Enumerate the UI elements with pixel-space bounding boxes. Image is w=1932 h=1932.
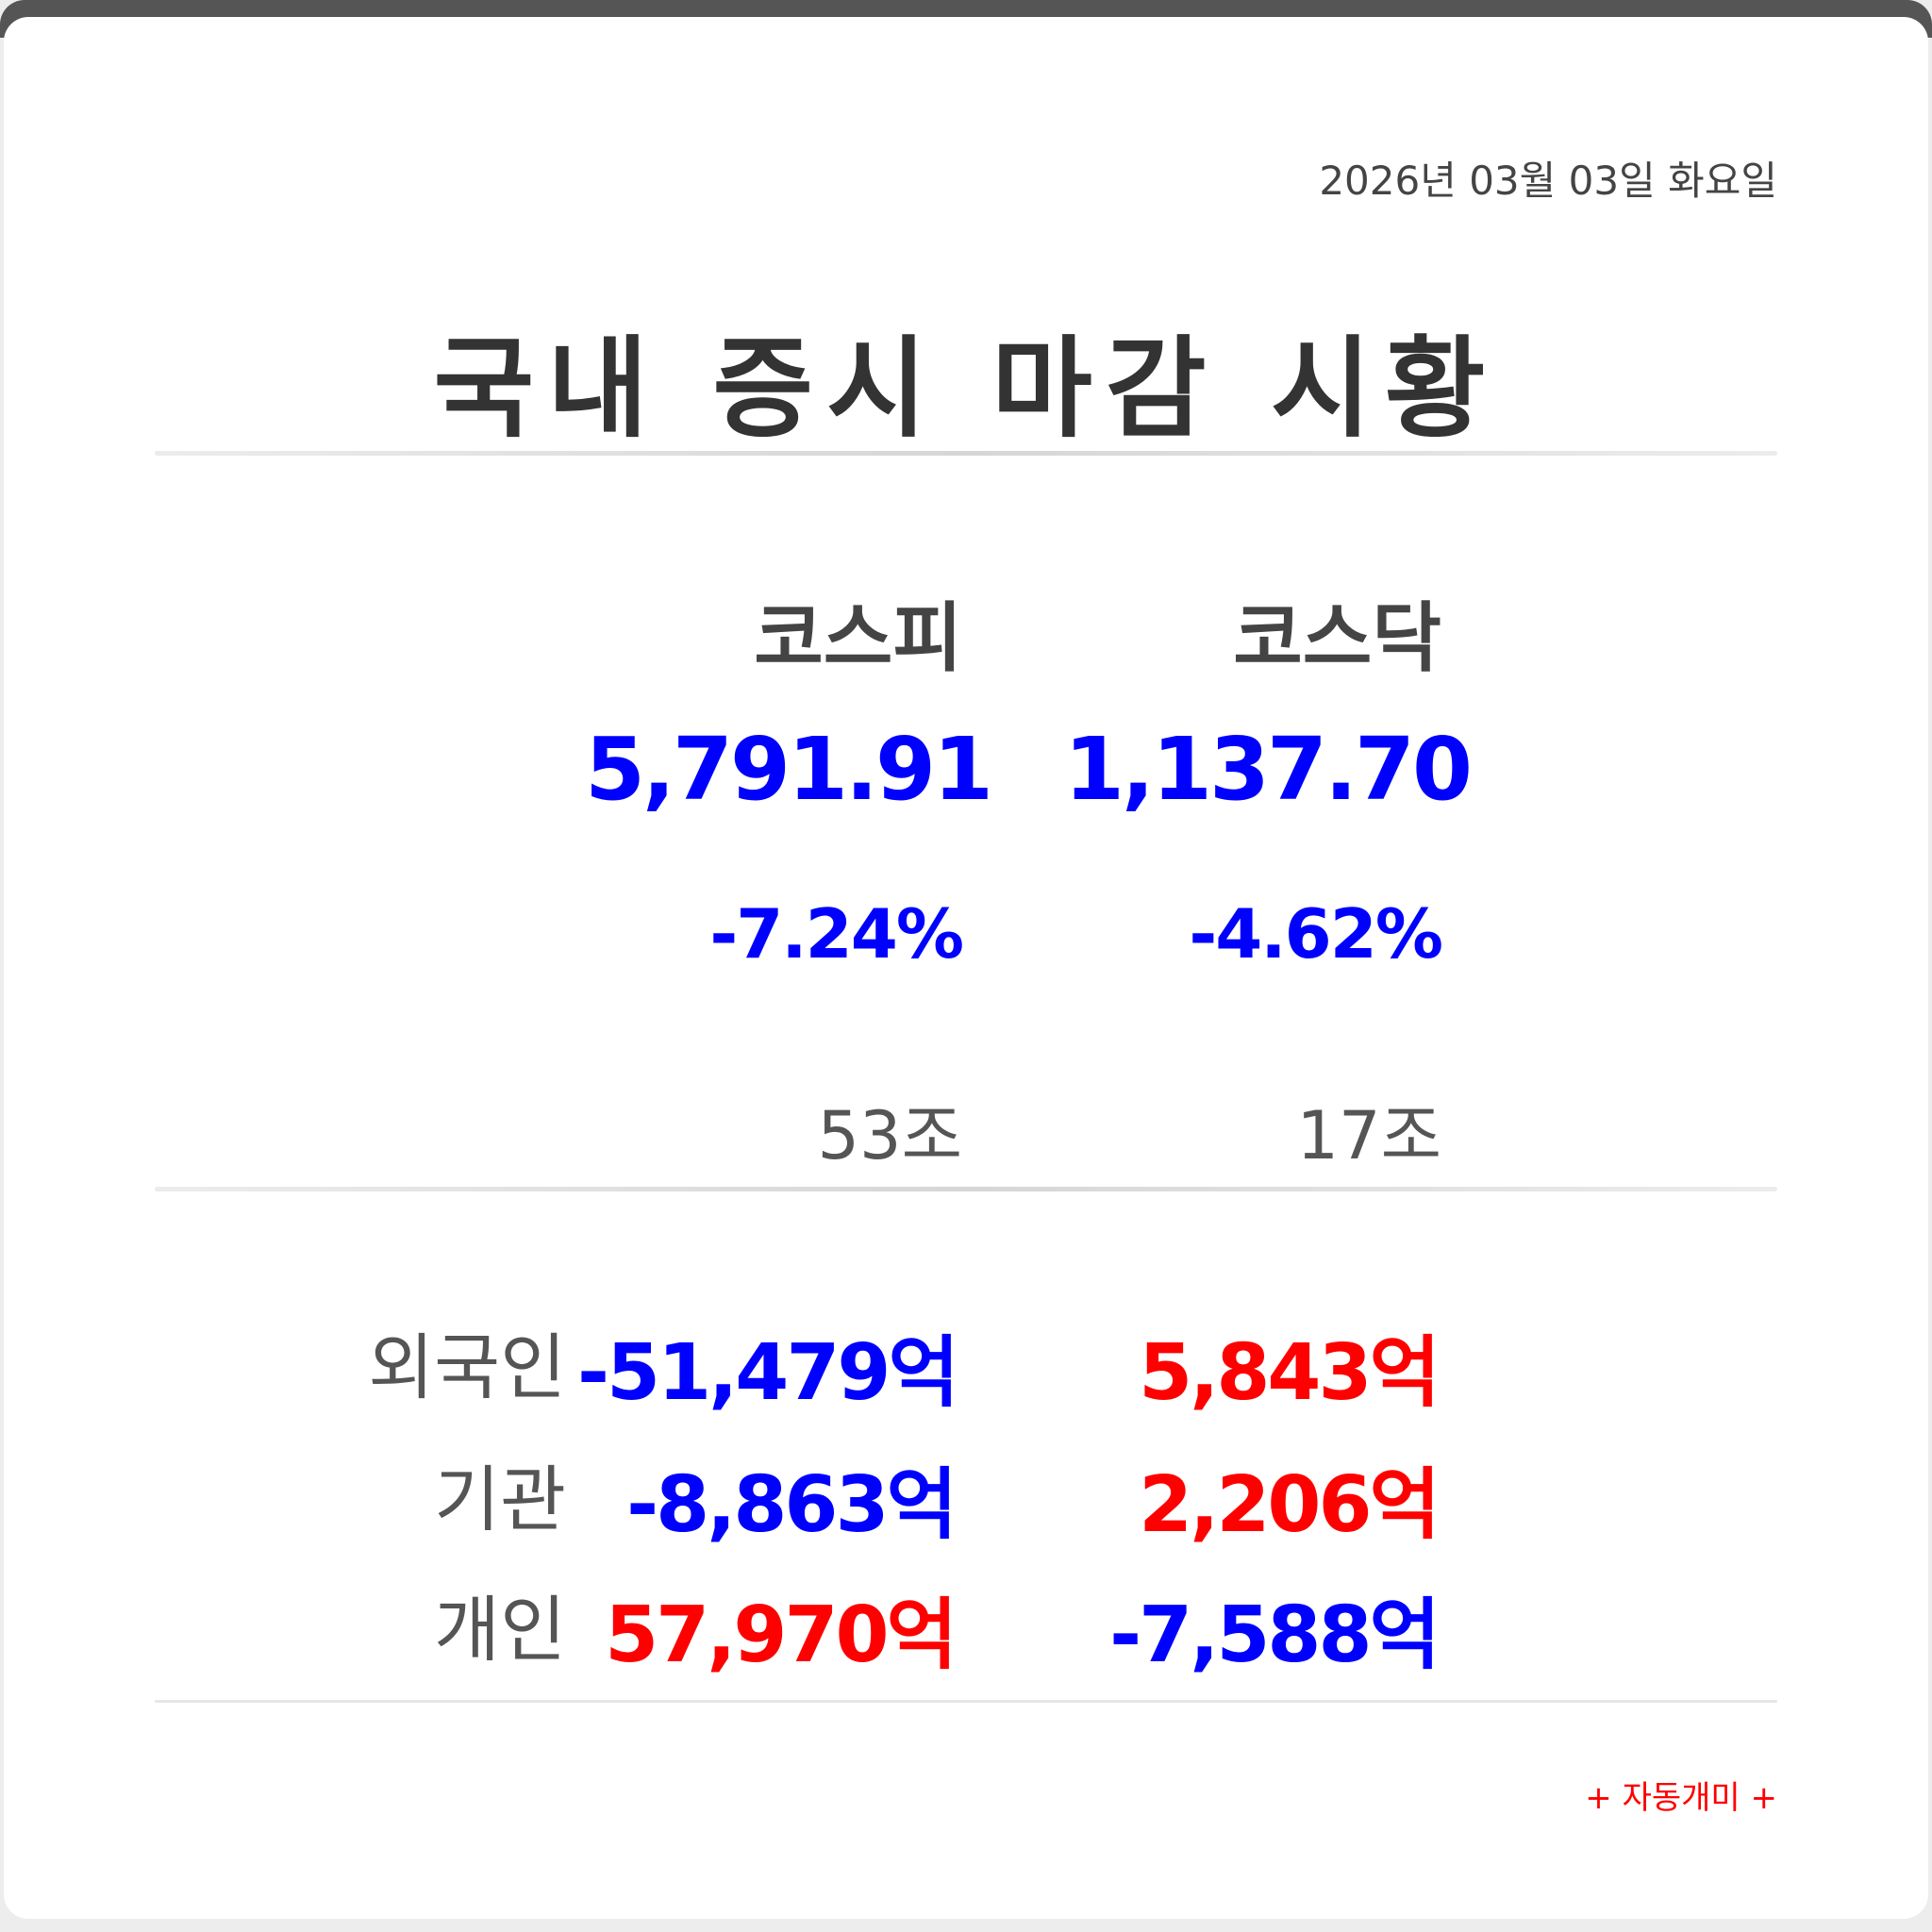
kospi-trading-volume: 53조 xyxy=(817,1097,962,1174)
market-summary-card xyxy=(4,17,1928,1919)
individual-kospi-net: 57,970억 xyxy=(605,1591,958,1680)
foreign-kosdaq-net: 5,843억 xyxy=(1139,1328,1441,1418)
divider-title xyxy=(155,451,1777,456)
kospi-header: 코스피 xyxy=(754,594,962,682)
investor-label-foreign: 외국인 xyxy=(368,1325,566,1409)
investor-label-institution: 기관 xyxy=(434,1457,566,1541)
kospi-change-percent: -7.24% xyxy=(709,894,964,974)
kosdaq-header: 코스닥 xyxy=(1233,594,1441,682)
footer-signature: + 자동개미 + xyxy=(1585,1779,1777,1817)
kosdaq-change-percent: -4.62% xyxy=(1189,894,1443,974)
kospi-index-value: 5,791.91 xyxy=(585,719,993,820)
report-date: 2026년 03월 03일 화요일 xyxy=(1319,158,1777,204)
institution-kosdaq-net: 2,206억 xyxy=(1139,1460,1441,1550)
individual-kosdaq-net: -7,588억 xyxy=(1109,1591,1441,1680)
kosdaq-trading-volume: 17조 xyxy=(1296,1097,1441,1174)
divider-markets xyxy=(155,1187,1777,1191)
divider-investors xyxy=(155,1700,1777,1703)
page-title: 국내 증시 마감 시황 xyxy=(433,325,1499,453)
kosdaq-index-value: 1,137.70 xyxy=(1064,719,1473,820)
institution-kospi-net: -8,863억 xyxy=(626,1460,958,1550)
foreign-kospi-net: -51,479억 xyxy=(577,1328,959,1418)
investor-label-individual: 개인 xyxy=(434,1588,566,1672)
